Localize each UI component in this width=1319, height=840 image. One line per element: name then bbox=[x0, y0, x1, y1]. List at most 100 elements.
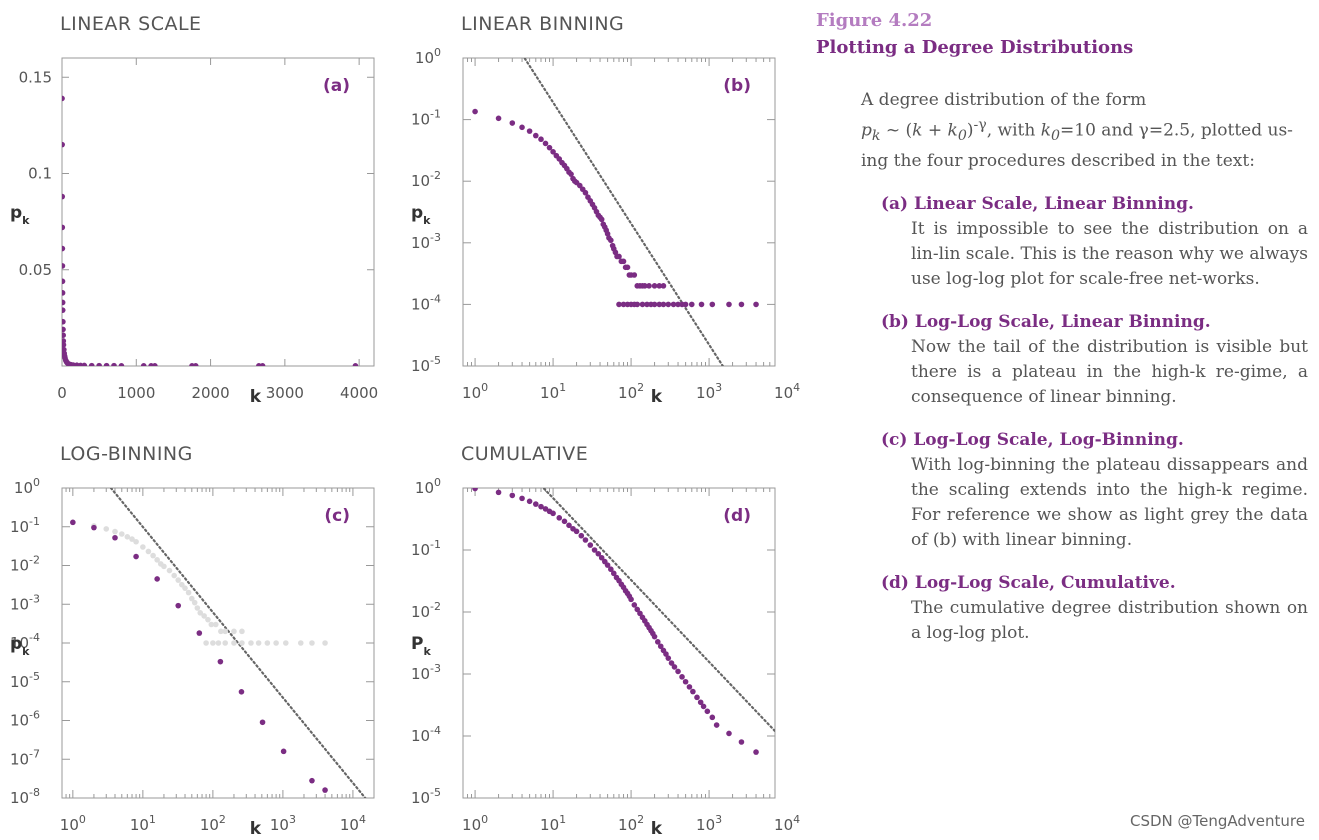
data-point bbox=[598, 216, 605, 223]
data-point bbox=[660, 301, 667, 308]
y-axis-label: pk bbox=[411, 203, 431, 227]
data-point bbox=[631, 272, 638, 278]
y-tick-label: 10-5 bbox=[411, 786, 441, 807]
data-point bbox=[133, 553, 139, 560]
data-point bbox=[192, 363, 199, 366]
data-point bbox=[248, 640, 254, 646]
data-point bbox=[694, 694, 700, 701]
y-tick-label: 0.1 bbox=[28, 165, 52, 183]
y-tick-label: 10-6 bbox=[10, 709, 40, 730]
data-point bbox=[255, 640, 262, 646]
data-point bbox=[679, 674, 685, 680]
data-point bbox=[62, 224, 66, 231]
caption-item-a: (a) Linear Scale, Linear Binning. It is … bbox=[881, 192, 1308, 292]
data-point bbox=[103, 526, 110, 532]
chart-panel-a: LINEAR SCALE 0 1000 2000 3000 4000 0.05 0.1 0.15… bbox=[10, 13, 378, 407]
y-tick-label: 10-2 bbox=[411, 169, 441, 190]
data-point bbox=[264, 640, 271, 646]
data-point bbox=[297, 640, 304, 646]
x-axis-label: k bbox=[250, 819, 262, 839]
data-point bbox=[495, 115, 502, 122]
data-point bbox=[103, 362, 110, 366]
chart-panel-d: CUMULATIVE 100 101 102 103 104 10-5 10-4 10-3 10-… bbox=[411, 443, 800, 839]
data-point bbox=[608, 566, 614, 573]
data-point bbox=[688, 301, 695, 308]
data-point bbox=[212, 621, 219, 628]
data-point bbox=[185, 589, 192, 596]
data-point bbox=[651, 283, 658, 289]
data-point bbox=[259, 363, 266, 366]
y-tick-label: 10-3 bbox=[10, 592, 40, 613]
data-point bbox=[709, 714, 716, 721]
data-point bbox=[616, 253, 622, 260]
panel-title: LOG-BINNING bbox=[60, 443, 193, 465]
data-point bbox=[668, 660, 675, 666]
x-tick-label: 1000 bbox=[117, 384, 155, 402]
data-point bbox=[175, 577, 182, 583]
data-point bbox=[582, 189, 589, 196]
data-point bbox=[656, 283, 663, 289]
data-point bbox=[526, 128, 533, 134]
figure-plots: LINEAR SCALE 0 1000 2000 3000 4000 0.05 0.1 0.15… bbox=[10, 13, 800, 839]
data-point bbox=[197, 610, 204, 616]
y-tick-label: 10-4 bbox=[10, 631, 40, 652]
data-point bbox=[519, 495, 525, 502]
data-point bbox=[309, 777, 315, 784]
data-point bbox=[222, 628, 229, 635]
y-axis-label: pk bbox=[10, 634, 30, 658]
caption-intro: A degree distribution of the form p k ~ (… bbox=[861, 88, 1308, 174]
panel-title: LINEAR SCALE bbox=[60, 13, 202, 35]
data-point bbox=[546, 144, 553, 151]
data-point bbox=[182, 585, 188, 591]
x-tick-label: 102 bbox=[618, 381, 644, 402]
data-point bbox=[140, 544, 146, 550]
x-tick-label: 104 bbox=[774, 381, 800, 402]
x-tick-label: 104 bbox=[774, 813, 800, 834]
data-point bbox=[152, 363, 158, 366]
panel-tag: (c) bbox=[324, 506, 350, 526]
data-point bbox=[753, 301, 759, 308]
y-tick-label: 10-2 bbox=[10, 554, 40, 575]
x-tick-label: 100 bbox=[462, 813, 488, 834]
formula-rest: , with bbox=[986, 120, 1041, 141]
caption-intro-text: A degree distribution of the form bbox=[861, 90, 1147, 110]
y-tick-label: 0.05 bbox=[19, 261, 52, 279]
formula-k0: k bbox=[1040, 120, 1052, 141]
data-point bbox=[62, 278, 66, 285]
data-point bbox=[573, 528, 580, 535]
y-axis-label: pk bbox=[10, 203, 30, 227]
data-point bbox=[495, 489, 502, 496]
x-tick-label: 100 bbox=[60, 813, 86, 834]
plot-area bbox=[472, 488, 775, 755]
formula-mid: ~ ( bbox=[880, 120, 913, 141]
plot-frame bbox=[61, 57, 375, 367]
formula-p: p bbox=[861, 120, 872, 141]
caption-item-head: (d) Log-Log Scale, Cumulative. bbox=[881, 573, 1176, 594]
plot-area bbox=[62, 95, 359, 366]
data-point bbox=[196, 630, 203, 636]
y-tick-label: 10-4 bbox=[411, 724, 441, 745]
data-point bbox=[697, 699, 704, 706]
data-point bbox=[620, 258, 627, 265]
x-tick-label: 103 bbox=[696, 813, 722, 834]
x-axis-label: k bbox=[250, 387, 262, 407]
data-point bbox=[616, 301, 622, 308]
data-point bbox=[620, 301, 627, 308]
y-tick-label: 100 bbox=[14, 476, 40, 497]
data-point bbox=[62, 290, 66, 296]
data-point bbox=[150, 552, 156, 559]
caption-item-body: With log-binning the plateau dissappears… bbox=[911, 455, 1308, 551]
y-tick-label: 10-4 bbox=[411, 292, 441, 313]
fit-line bbox=[541, 488, 775, 733]
x-tick-label: 101 bbox=[130, 813, 156, 834]
data-point bbox=[538, 136, 544, 143]
y-tick-label: 10-3 bbox=[411, 231, 441, 252]
data-point bbox=[62, 141, 65, 148]
data-point bbox=[682, 301, 689, 308]
data-point bbox=[639, 301, 646, 308]
data-point bbox=[665, 655, 672, 661]
data-point bbox=[651, 301, 658, 308]
caption-item-head: (b) Log-Log Scale, Linear Binning. bbox=[881, 312, 1211, 333]
data-point bbox=[656, 301, 663, 308]
y-tick-label: 10-7 bbox=[10, 747, 40, 768]
